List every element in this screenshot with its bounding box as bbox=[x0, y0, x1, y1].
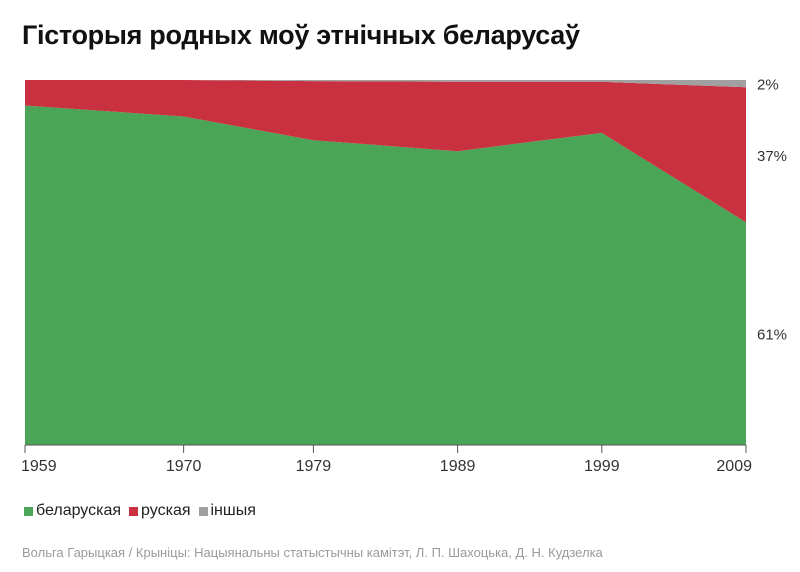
legend-item-russian: руская bbox=[129, 502, 191, 520]
area-belarusian bbox=[25, 105, 746, 445]
end-label-russian: 37% bbox=[757, 148, 787, 165]
chart-title: Гісторыя родных моў этнічных беларусаў bbox=[22, 20, 580, 50]
legend-swatch-russian bbox=[129, 506, 139, 516]
area-russian bbox=[25, 80, 746, 223]
area-chart: 1959 1970 1979 1989 1999 2009 61% 37% 2% bbox=[21, 77, 787, 475]
x-tick-label: 1999 bbox=[584, 458, 620, 475]
legend-label-belarusian: беларуская bbox=[36, 502, 122, 519]
area-other bbox=[25, 80, 746, 88]
source-note: Вольга Гарыцкая / Крыніцы: Нацыянальны с… bbox=[22, 545, 603, 560]
legend-swatch-other bbox=[198, 506, 208, 516]
legend-item-other: іншыя bbox=[198, 502, 256, 520]
end-label-belarusian: 61% bbox=[757, 327, 787, 344]
x-tick-label: 2009 bbox=[716, 458, 752, 475]
x-tick-label: 1979 bbox=[296, 458, 332, 475]
x-tick-label: 1970 bbox=[166, 458, 202, 475]
end-label-other: 2% bbox=[757, 77, 779, 94]
legend-label-russian: руская bbox=[141, 502, 191, 519]
legend-item-belarusian: беларуская bbox=[24, 502, 121, 520]
legend-swatch-belarusian bbox=[24, 506, 33, 516]
legend: беларуская руская іншыя bbox=[24, 502, 264, 520]
x-tick-label: 1959 bbox=[21, 458, 57, 475]
legend-label-other: іншыя bbox=[210, 502, 256, 519]
x-tick-label: 1989 bbox=[440, 458, 476, 475]
